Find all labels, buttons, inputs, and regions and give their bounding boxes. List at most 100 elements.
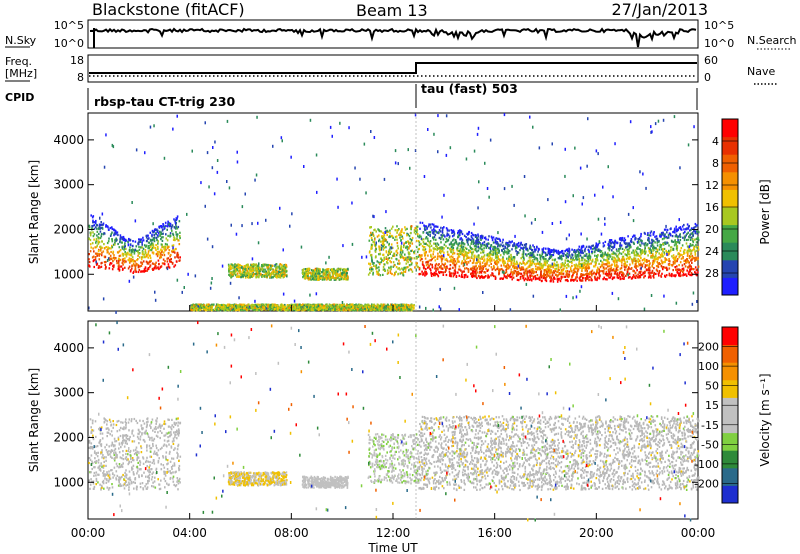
power-point <box>543 262 546 265</box>
power-point <box>660 231 663 235</box>
power-point <box>121 246 123 249</box>
power-point <box>449 248 452 251</box>
power-point <box>429 231 432 234</box>
power-point <box>686 232 688 235</box>
power-point <box>332 272 335 275</box>
power-point <box>430 253 432 256</box>
power-point <box>547 268 549 271</box>
power-point <box>413 251 415 254</box>
power-point <box>251 263 253 266</box>
cpid-segment-2: tau (fast) 503 <box>421 81 518 96</box>
power-point <box>339 268 342 271</box>
power-point <box>530 268 533 271</box>
power-point <box>157 234 159 237</box>
power-point <box>305 273 308 276</box>
power-point <box>149 254 151 257</box>
power-point <box>308 271 311 275</box>
power-point <box>582 244 584 247</box>
power-point <box>452 243 454 246</box>
power-point <box>495 262 497 265</box>
power-point <box>542 248 544 251</box>
power-point <box>483 236 486 240</box>
power-point <box>663 235 666 238</box>
power-point <box>382 231 384 234</box>
power-point <box>161 249 164 252</box>
power-point <box>169 255 171 258</box>
power-point <box>474 234 477 237</box>
power-point <box>430 244 433 247</box>
power-point <box>242 271 244 274</box>
power-point <box>389 260 391 263</box>
power-point <box>602 254 605 258</box>
power-point <box>423 246 425 249</box>
power-point <box>282 276 285 279</box>
power-point <box>664 233 666 236</box>
power-point <box>577 255 580 258</box>
power-point <box>317 274 320 277</box>
power-point <box>160 238 162 241</box>
power-point <box>131 264 134 267</box>
power-point <box>690 259 692 262</box>
power-point <box>687 246 690 249</box>
power-point <box>608 261 611 264</box>
power-point <box>97 242 100 245</box>
power-point <box>650 230 653 233</box>
power-point <box>621 258 624 261</box>
power-point <box>465 257 468 260</box>
power-point <box>640 232 642 236</box>
power-point <box>456 242 458 245</box>
power-point <box>474 256 476 259</box>
power-point <box>465 238 468 242</box>
power-point <box>646 233 649 236</box>
power-point <box>441 267 444 270</box>
power-point <box>473 245 476 248</box>
power-point <box>431 263 433 266</box>
power-point <box>242 266 245 269</box>
power-point <box>466 275 468 278</box>
power-point <box>549 255 551 259</box>
power-point <box>344 278 347 281</box>
power-point <box>283 270 285 273</box>
power-point <box>509 274 511 277</box>
power-point <box>619 238 621 241</box>
power-point <box>440 246 443 249</box>
power-point <box>316 267 318 270</box>
power-point <box>96 234 98 237</box>
power-point <box>488 246 490 250</box>
power-point <box>651 238 653 241</box>
power-point <box>405 246 407 249</box>
power-point <box>316 272 319 275</box>
power-point <box>107 251 109 254</box>
power-point <box>554 270 557 273</box>
power-point <box>378 269 380 272</box>
power-point <box>393 264 395 267</box>
power-point <box>589 272 592 275</box>
power-point <box>459 244 461 248</box>
power-point <box>438 247 440 250</box>
power-point <box>491 236 493 240</box>
power-point <box>515 243 517 246</box>
power-point <box>655 251 657 254</box>
power-point <box>585 254 587 257</box>
power-point <box>129 246 131 249</box>
power-point <box>623 277 625 280</box>
power-point <box>529 275 531 278</box>
power-point <box>633 258 636 261</box>
power-point <box>455 262 458 265</box>
power-point <box>613 276 616 279</box>
power-point <box>381 258 383 261</box>
power-point <box>260 265 263 268</box>
power-point <box>347 267 349 270</box>
power-point <box>678 256 680 259</box>
power-point <box>451 260 453 263</box>
power-point <box>430 269 432 272</box>
power-point <box>661 252 663 255</box>
power-point <box>543 272 545 276</box>
power-point <box>676 271 678 274</box>
power-point <box>680 257 683 260</box>
power-point <box>522 261 525 265</box>
power-point <box>644 252 647 255</box>
power-point <box>665 249 667 252</box>
power-point <box>674 241 676 244</box>
power-point <box>245 267 248 270</box>
